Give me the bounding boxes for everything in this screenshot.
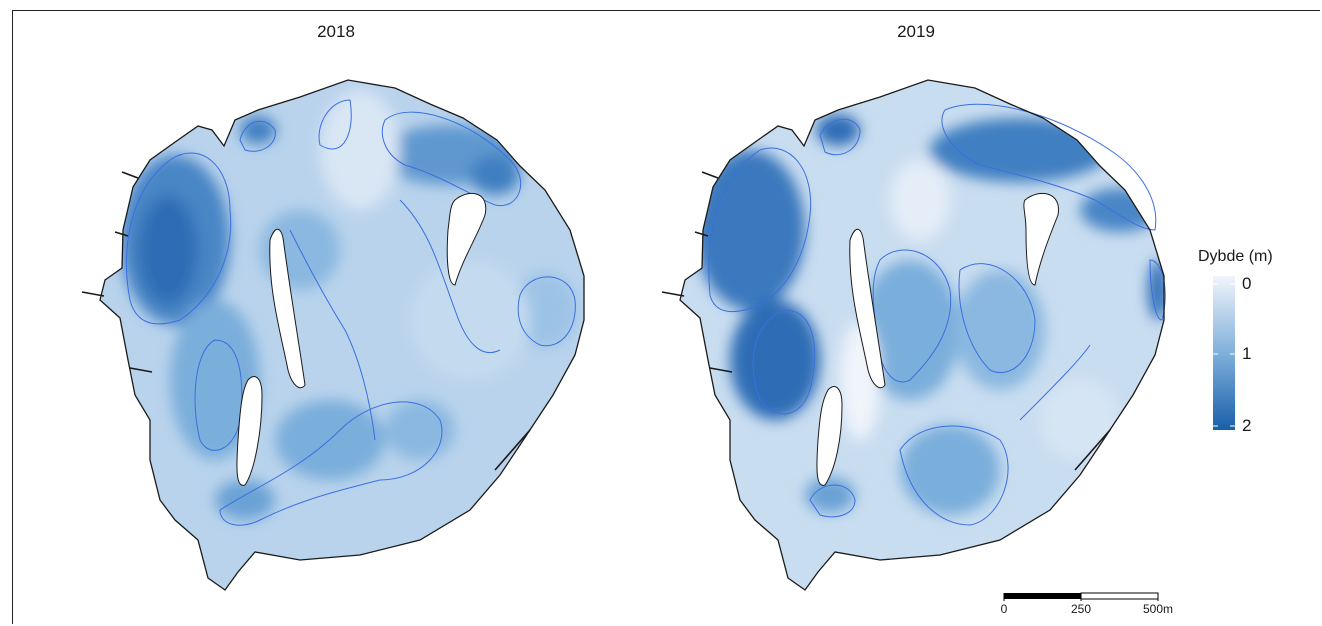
plot-frame xyxy=(12,10,1320,624)
scalebar-label-250: 250 xyxy=(1070,602,1092,616)
legend-colorbar xyxy=(1213,276,1235,430)
legend-title: Dybde (m) xyxy=(1198,248,1273,265)
contours-2019 xyxy=(708,103,1166,526)
legend-tick-1: 1 xyxy=(1242,344,1252,363)
panel-title-2018: 2018 xyxy=(317,22,355,41)
scalebar-label-0: 0 xyxy=(1000,602,1008,616)
scalebar xyxy=(1003,592,1159,601)
map-2019 xyxy=(661,79,1166,591)
scalebar-label-500m: 500m xyxy=(1142,602,1174,616)
jetties-2019 xyxy=(661,171,1111,471)
shoreline-2018 xyxy=(99,79,585,591)
legend-tick-2: 2 xyxy=(1242,416,1252,435)
shoreline-2019 xyxy=(679,79,1165,591)
contours-2018 xyxy=(125,99,576,526)
legend-tick-0: 0 xyxy=(1242,274,1252,293)
map-2018 xyxy=(81,79,585,591)
island-2018-center xyxy=(269,228,306,389)
island-2019-center xyxy=(849,228,886,389)
island-2018-south xyxy=(236,376,263,486)
jetties-2018 xyxy=(81,171,531,471)
island-2018-east xyxy=(446,192,487,286)
panel-title-2019: 2019 xyxy=(897,22,935,41)
island-2019-east xyxy=(1023,192,1059,286)
island-2019-south xyxy=(816,386,843,486)
